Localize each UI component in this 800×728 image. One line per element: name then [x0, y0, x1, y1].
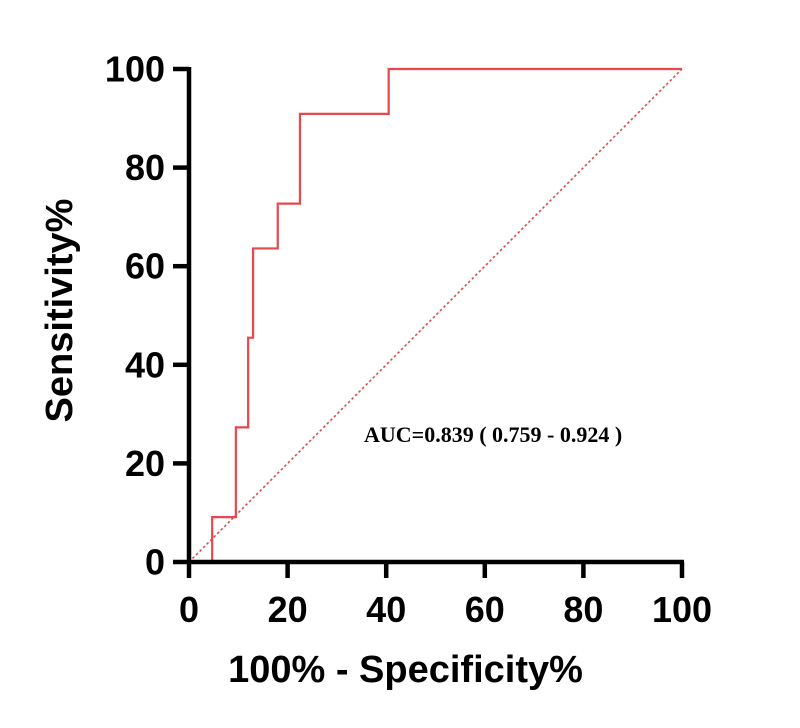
- y-tick-label: 0: [145, 542, 165, 583]
- roc-curve-line: [189, 67, 682, 564]
- y-tick-label: 80: [125, 147, 165, 188]
- y-axis-title: Sensitivity%: [39, 199, 81, 423]
- x-axis-ticks: 0 20 40 60 80 100: [179, 562, 712, 630]
- reference-diagonal-line: [188, 68, 683, 563]
- axes: [186, 67, 684, 565]
- y-tick-label: 60: [125, 246, 165, 287]
- x-tick-label: 80: [563, 589, 603, 630]
- x-tick-label: 20: [268, 589, 308, 630]
- plot-area: [188, 67, 683, 564]
- x-tick-label: 100: [652, 589, 712, 630]
- y-tick-label: 40: [125, 344, 165, 385]
- y-axis-ticks: 0 20 40 60 80 100: [105, 49, 189, 583]
- x-tick-label: 60: [465, 589, 505, 630]
- x-axis-title: 100% - Specificity%: [228, 649, 583, 691]
- x-tick-label: 40: [366, 589, 406, 630]
- y-tick-label: 20: [125, 443, 165, 484]
- y-tick-label: 100: [105, 49, 165, 90]
- auc-annotation: AUC=0.839 ( 0.759 - 0.924 ): [364, 422, 622, 447]
- x-tick-label: 0: [179, 589, 199, 630]
